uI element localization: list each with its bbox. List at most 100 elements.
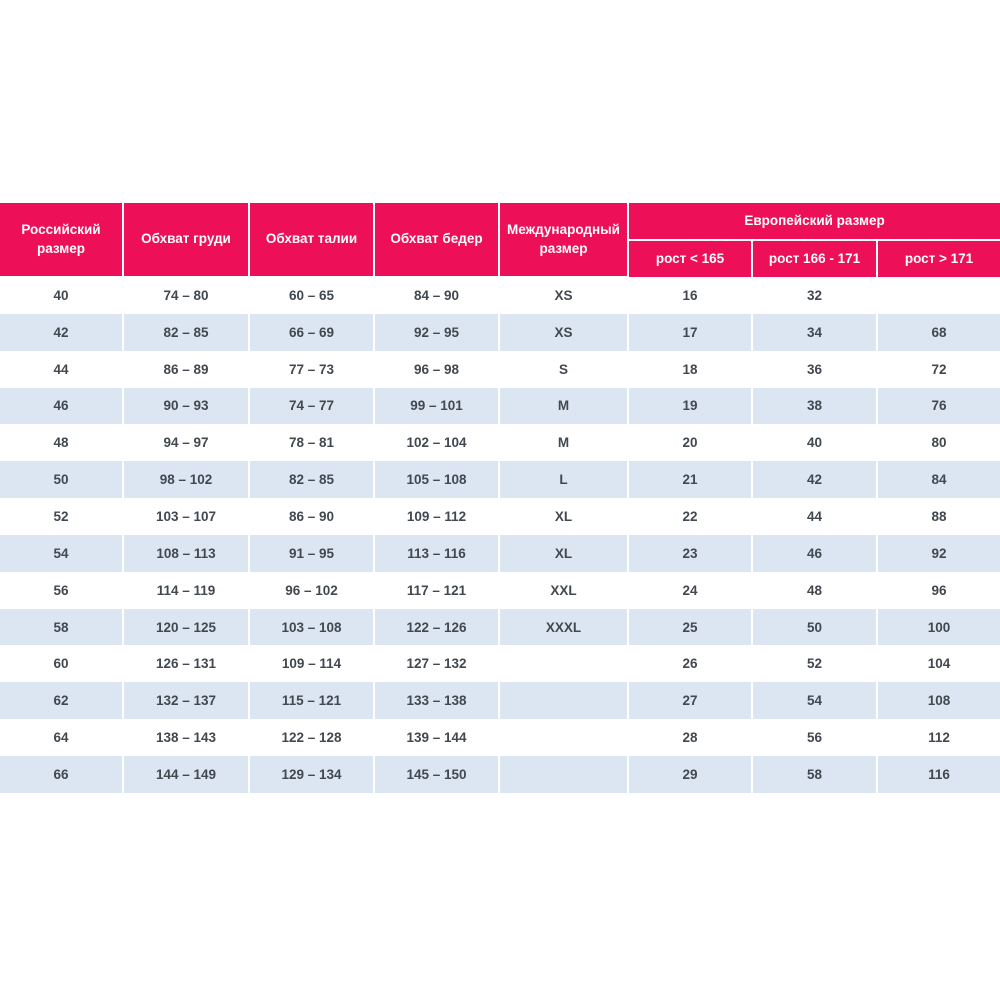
table-cell: 129 – 134 bbox=[249, 755, 375, 793]
table-cell: 105 – 108 bbox=[374, 461, 500, 499]
table-cell bbox=[499, 719, 629, 756]
column-header-height-over-171: рост > 171 bbox=[875, 239, 1000, 277]
table-cell: 126 – 131 bbox=[123, 645, 250, 683]
table-cell: 54 bbox=[752, 682, 878, 720]
table-row: 66 144 – 149 129 – 134 145 – 150 29 58 116 bbox=[0, 755, 1000, 793]
table-cell: S bbox=[499, 350, 629, 388]
table-cell: 139 – 144 bbox=[374, 719, 500, 756]
table-cell: XL bbox=[499, 498, 629, 535]
column-header-waist: Обхват талии bbox=[248, 203, 375, 278]
table-cell: 23 bbox=[628, 534, 753, 572]
table-cell: M bbox=[499, 424, 629, 462]
table-cell: 28 bbox=[628, 719, 753, 756]
table-cell: 76 bbox=[931, 398, 947, 414]
table-row: 46 90 – 93 74 – 77 99 – 101 M 19 38 76 bbox=[0, 387, 1000, 425]
table-cell: 40 bbox=[752, 424, 878, 462]
column-header-height-166-171: рост 166 - 171 bbox=[751, 239, 878, 277]
table-cell: 103 – 108 bbox=[249, 608, 375, 646]
table-cell: XXL bbox=[499, 571, 629, 609]
table-cell: 132 – 137 bbox=[123, 682, 250, 720]
table-cell: 50 bbox=[752, 608, 878, 646]
table-row: 52 103 – 107 86 – 90 109 – 112 XL 22 44 88 bbox=[0, 498, 1000, 535]
table-cell: 16 bbox=[628, 277, 753, 314]
table-cell: 91 – 95 bbox=[249, 534, 375, 572]
table-cell: 36 bbox=[752, 350, 878, 388]
table-cell: 102 – 104 bbox=[374, 424, 500, 462]
table-cell: XS bbox=[499, 313, 629, 351]
table-cell: 92 – 95 bbox=[374, 313, 500, 351]
table-cell: 103 – 107 bbox=[123, 498, 250, 535]
column-header-international-size: Международный размер bbox=[498, 203, 629, 278]
table-cell: 60 bbox=[0, 645, 124, 683]
table-cell: 94 – 97 bbox=[123, 424, 250, 462]
table-cell: 82 – 85 bbox=[249, 461, 375, 499]
table-cell: 60 – 65 bbox=[249, 277, 375, 314]
table-cell: 66 – 69 bbox=[249, 313, 375, 351]
table-cell: 44 bbox=[752, 498, 878, 535]
column-header-chest: Обхват груди bbox=[122, 203, 250, 278]
table-cell: 99 – 101 bbox=[374, 387, 500, 425]
table-cell: 114 – 119 bbox=[123, 571, 250, 609]
table-cell: 122 – 126 bbox=[374, 608, 500, 646]
table-cell: 56 bbox=[0, 571, 124, 609]
table-cell: 66 bbox=[0, 755, 124, 793]
table-cell: 54 bbox=[0, 534, 124, 572]
table-cell: 77 – 73 bbox=[249, 350, 375, 388]
table-row: 64 138 – 143 122 – 128 139 – 144 28 56 112 bbox=[0, 719, 1000, 756]
table-cell: 46 bbox=[752, 534, 878, 572]
table-cell: 44 bbox=[0, 350, 124, 388]
table-cell: 117 – 121 bbox=[374, 571, 500, 609]
table-cell: 24 bbox=[628, 571, 753, 609]
table-cell: XL bbox=[499, 534, 629, 572]
table-cell: 98 – 102 bbox=[123, 461, 250, 499]
table-cell: 82 – 85 bbox=[123, 313, 250, 351]
table-body: 40 74 – 80 60 – 65 84 – 90 XS 16 32 42 82 – 85 66… bbox=[0, 277, 1000, 793]
table-cell: 20 bbox=[628, 424, 753, 462]
table-cell: 86 – 90 bbox=[249, 498, 375, 535]
table-cell: 68 bbox=[931, 324, 947, 340]
column-header-height-under-165: рост < 165 bbox=[628, 239, 753, 277]
table-cell: 113 – 116 bbox=[374, 534, 500, 572]
table-cell: 90 – 93 bbox=[123, 387, 250, 425]
table-cell bbox=[877, 277, 1000, 314]
table-cell: L bbox=[499, 461, 629, 499]
column-header-hips: Обхват бедер bbox=[373, 203, 500, 278]
table-cell: 72 bbox=[931, 361, 947, 377]
table-cell: 138 – 143 bbox=[123, 719, 250, 756]
table-cell: 96 bbox=[931, 582, 947, 598]
table-cell: 52 bbox=[752, 645, 878, 683]
table-cell: 26 bbox=[628, 645, 753, 683]
table-cell: 17 bbox=[628, 313, 753, 351]
table-cell: 62 bbox=[0, 682, 124, 720]
table-cell: 64 bbox=[0, 719, 124, 756]
table-cell: 74 – 77 bbox=[249, 387, 375, 425]
table-row: 40 74 – 80 60 – 65 84 – 90 XS 16 32 bbox=[0, 277, 1000, 314]
table-cell: 96 – 102 bbox=[249, 571, 375, 609]
table-cell: 133 – 138 bbox=[374, 682, 500, 720]
table-cell: 27 bbox=[628, 682, 753, 720]
table-cell: 100 bbox=[927, 619, 951, 635]
table-cell bbox=[499, 682, 629, 720]
table-cell: XXXL bbox=[499, 608, 629, 646]
table-cell: 78 – 81 bbox=[249, 424, 375, 462]
table-cell: 40 bbox=[0, 277, 124, 314]
table-cell: 25 bbox=[628, 608, 753, 646]
table-cell: 122 – 128 bbox=[249, 719, 375, 756]
table-cell: 48 bbox=[752, 571, 878, 609]
header-row-top: Российский размер Обхват груди Обхват та… bbox=[0, 203, 1000, 278]
table-cell: 22 bbox=[628, 498, 753, 535]
table-cell: 48 bbox=[0, 424, 124, 462]
table-cell: 88 bbox=[931, 508, 947, 524]
table-cell: 50 bbox=[0, 461, 124, 499]
table-cell: XS bbox=[499, 277, 629, 314]
table-cell: 19 bbox=[628, 387, 753, 425]
table-cell: 109 – 114 bbox=[249, 645, 375, 683]
table-cell: 86 – 89 bbox=[123, 350, 250, 388]
table-cell: 84 bbox=[931, 472, 947, 488]
table-cell: 112 bbox=[928, 730, 950, 746]
table-row: 54 108 – 113 91 – 95 113 – 116 XL 23 46 92 bbox=[0, 534, 1000, 572]
table-row: 60 126 – 131 109 – 114 127 – 132 26 52 104 bbox=[0, 645, 1000, 683]
table-cell: 92 bbox=[931, 545, 947, 561]
size-chart-table: Российский размер Обхват груди Обхват та… bbox=[0, 203, 1000, 793]
header-row-sub: рост < 165 рост 166 - 171 рост > 171 bbox=[0, 239, 1000, 277]
